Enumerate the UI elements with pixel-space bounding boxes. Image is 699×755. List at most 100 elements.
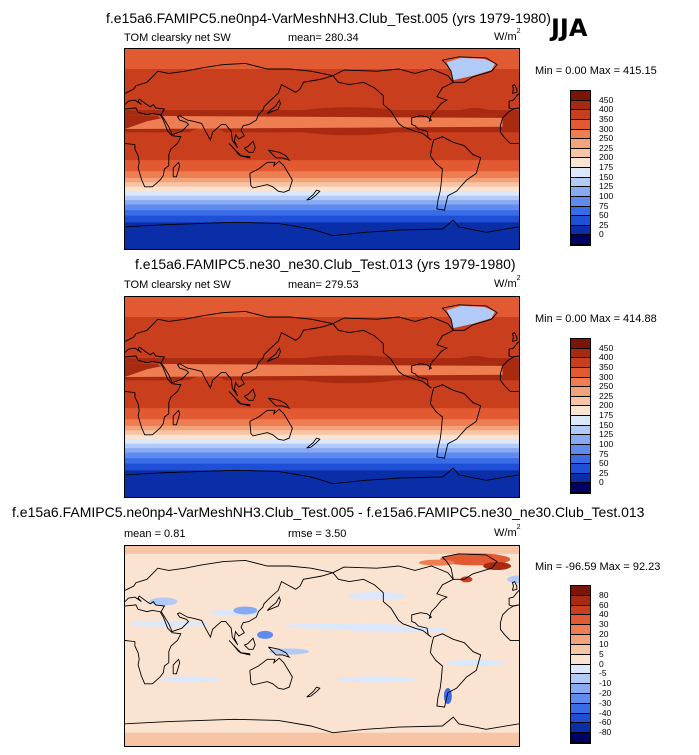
panel-3-rmse-label: rmse = 3.50 bbox=[288, 528, 347, 540]
coastline bbox=[125, 107, 182, 188]
colorbar-tick-label: 5 bbox=[599, 648, 604, 659]
panel-1-title: f.e15a6.FAMIPC5.ne0np4-VarMeshNH3.Club_T… bbox=[106, 10, 551, 26]
coastline bbox=[268, 149, 291, 161]
coastline bbox=[172, 409, 181, 426]
panel-1-minmax: Min = 0.00 Max = 415.15 bbox=[535, 65, 657, 77]
field-band bbox=[125, 191, 519, 197]
colorbar-tick-label: -5 bbox=[599, 668, 607, 679]
colorbar-segment bbox=[571, 225, 590, 236]
panel-3-map bbox=[124, 545, 520, 747]
field-band bbox=[125, 452, 519, 459]
coastline bbox=[266, 596, 281, 611]
colorbar-tick-label: 225 bbox=[599, 142, 614, 153]
field-band bbox=[125, 546, 519, 554]
colorbar-tick-label: 450 bbox=[599, 342, 614, 353]
colorbar-segment bbox=[571, 110, 590, 120]
panel-1-mean-label: mean= 280.34 bbox=[288, 32, 359, 44]
field-band bbox=[125, 171, 519, 179]
colorbar-segment bbox=[571, 348, 590, 359]
colorbar-segment bbox=[571, 625, 590, 636]
field-band bbox=[125, 470, 519, 497]
coastline bbox=[268, 397, 291, 409]
field-patch bbox=[160, 676, 221, 683]
coastline bbox=[508, 341, 519, 358]
colorbar-segment bbox=[571, 674, 590, 685]
coastline bbox=[239, 155, 251, 159]
field-band bbox=[125, 215, 519, 223]
colorbar-tick-label: -60 bbox=[599, 717, 612, 728]
colorbar-tick-label: 20 bbox=[599, 629, 609, 640]
colorbar-tick-label: 50 bbox=[599, 210, 609, 221]
coastline bbox=[172, 658, 181, 675]
field-band bbox=[125, 182, 519, 188]
field-band bbox=[125, 186, 519, 192]
colorbar-tick-label: 10 bbox=[599, 638, 609, 649]
field-band bbox=[125, 132, 519, 161]
coastline bbox=[332, 565, 455, 638]
colorbar-tick-label: 25 bbox=[599, 467, 609, 478]
colorbar-tick-label: 100 bbox=[599, 438, 614, 449]
field-patch bbox=[446, 57, 495, 81]
colorbar-tick-label: 0 bbox=[599, 658, 604, 669]
coastline bbox=[243, 140, 256, 153]
coastline bbox=[125, 559, 334, 646]
coastline bbox=[243, 388, 256, 401]
colorbar-segment bbox=[571, 187, 590, 197]
panel-2-units-label: W/m2 bbox=[494, 275, 521, 290]
colorbar-segment bbox=[571, 91, 590, 101]
coastline bbox=[266, 347, 281, 362]
coastline bbox=[172, 161, 181, 178]
coastline bbox=[306, 189, 321, 201]
panel-1-colorbar bbox=[570, 90, 591, 246]
colorbar-tick-label: 350 bbox=[599, 113, 614, 124]
colorbar-segment bbox=[571, 435, 590, 445]
colorbar-segment bbox=[571, 100, 590, 111]
colorbar-tick-label: 75 bbox=[599, 448, 609, 459]
coastline bbox=[511, 580, 518, 591]
colorbar-tick-label: 250 bbox=[599, 133, 614, 144]
field-band bbox=[125, 443, 519, 449]
colorbar-segment bbox=[571, 367, 590, 378]
colorbar-tick-label: 125 bbox=[599, 181, 614, 192]
colorbar-tick-label: 150 bbox=[599, 419, 614, 430]
colorbar-segment bbox=[571, 635, 590, 645]
colorbar-segment bbox=[571, 387, 590, 397]
field-patch bbox=[460, 576, 473, 583]
field-band bbox=[125, 732, 519, 746]
coastline bbox=[239, 403, 251, 407]
field-band bbox=[125, 200, 519, 206]
panel-3-mean-label: mean = 0.81 bbox=[124, 528, 186, 540]
colorbar-tick-label: 175 bbox=[599, 162, 614, 172]
colorbar-segment bbox=[571, 119, 590, 130]
colorbar-tick-label: 80 bbox=[599, 589, 609, 600]
coastline bbox=[441, 304, 498, 331]
colorbar-segment bbox=[571, 703, 590, 714]
coastline bbox=[332, 68, 455, 141]
colorbar-segment bbox=[571, 416, 590, 426]
field-band bbox=[125, 160, 519, 172]
field-band bbox=[125, 204, 519, 211]
colorbar-segment bbox=[571, 664, 590, 675]
colorbar-segment bbox=[571, 454, 590, 465]
coastline bbox=[243, 637, 256, 650]
coastline bbox=[511, 331, 518, 342]
coastline bbox=[125, 604, 182, 685]
field-band bbox=[125, 222, 519, 249]
colorbar-segment bbox=[571, 586, 590, 596]
colorbar-segment bbox=[571, 177, 590, 188]
colorbar-segment bbox=[571, 693, 590, 704]
colorbar-tick-label: -10 bbox=[599, 678, 612, 689]
panel-1-units-label: W/m2 bbox=[494, 28, 521, 43]
coastline bbox=[125, 62, 334, 149]
colorbar-tick-label: 450 bbox=[599, 94, 614, 105]
coastline bbox=[249, 657, 293, 690]
coastline bbox=[268, 646, 291, 658]
colorbar-tick-label: 30 bbox=[599, 619, 609, 630]
coastline bbox=[228, 143, 242, 157]
field-band bbox=[125, 335, 519, 359]
colorbar-tick-label: 25 bbox=[599, 219, 609, 230]
colorbar-tick-label: 75 bbox=[599, 200, 609, 211]
panel-3-map-plot bbox=[125, 546, 519, 746]
colorbar-segment bbox=[571, 339, 590, 349]
colorbar-tick-label: 100 bbox=[599, 190, 614, 201]
